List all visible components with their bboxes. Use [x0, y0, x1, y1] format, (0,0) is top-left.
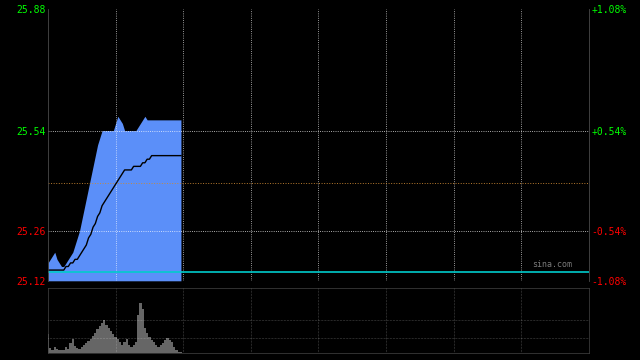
Bar — [88, 341, 90, 353]
Bar — [124, 342, 125, 353]
Bar — [171, 342, 173, 353]
Bar — [103, 320, 106, 353]
Bar — [162, 343, 164, 353]
Bar — [180, 352, 182, 353]
Bar — [128, 345, 131, 353]
Bar — [76, 348, 79, 353]
Bar — [140, 303, 141, 353]
Bar — [141, 309, 144, 353]
Bar — [47, 334, 49, 353]
Bar — [166, 338, 168, 353]
Bar — [155, 345, 157, 353]
Bar — [92, 336, 94, 353]
Bar — [90, 339, 92, 353]
Bar — [51, 350, 54, 353]
Bar — [106, 325, 108, 353]
Bar — [56, 349, 58, 353]
Bar — [108, 328, 110, 353]
Bar — [137, 315, 140, 353]
Bar — [135, 342, 137, 353]
Bar — [164, 340, 166, 353]
Bar — [157, 347, 159, 353]
Bar — [119, 342, 121, 353]
Bar — [144, 328, 146, 353]
Bar — [115, 337, 116, 353]
Bar — [110, 331, 112, 353]
Text: sina.com: sina.com — [532, 260, 572, 269]
Bar — [177, 352, 180, 353]
Bar — [173, 347, 175, 353]
Bar — [54, 347, 56, 353]
Bar — [60, 350, 63, 353]
Bar — [58, 350, 60, 353]
Bar — [146, 333, 148, 353]
Bar — [85, 343, 88, 353]
Bar — [159, 345, 162, 353]
Bar — [67, 349, 69, 353]
Bar — [112, 334, 115, 353]
Bar — [49, 348, 51, 353]
Bar — [65, 347, 67, 353]
Bar — [131, 347, 132, 353]
Bar — [99, 326, 101, 353]
Bar — [116, 339, 119, 353]
Bar — [63, 350, 65, 353]
Bar — [125, 339, 128, 353]
Bar — [150, 340, 153, 353]
Bar — [94, 333, 97, 353]
Bar — [97, 329, 99, 353]
Bar — [175, 350, 177, 353]
Bar — [121, 345, 124, 353]
Bar — [83, 345, 85, 353]
Bar — [74, 346, 76, 353]
Bar — [148, 337, 150, 353]
Bar — [79, 349, 81, 353]
Bar — [168, 340, 171, 353]
Bar — [81, 347, 83, 353]
Bar — [69, 343, 72, 353]
Bar — [72, 339, 74, 353]
Bar — [153, 342, 155, 353]
Bar — [101, 323, 103, 353]
Bar — [132, 345, 135, 353]
